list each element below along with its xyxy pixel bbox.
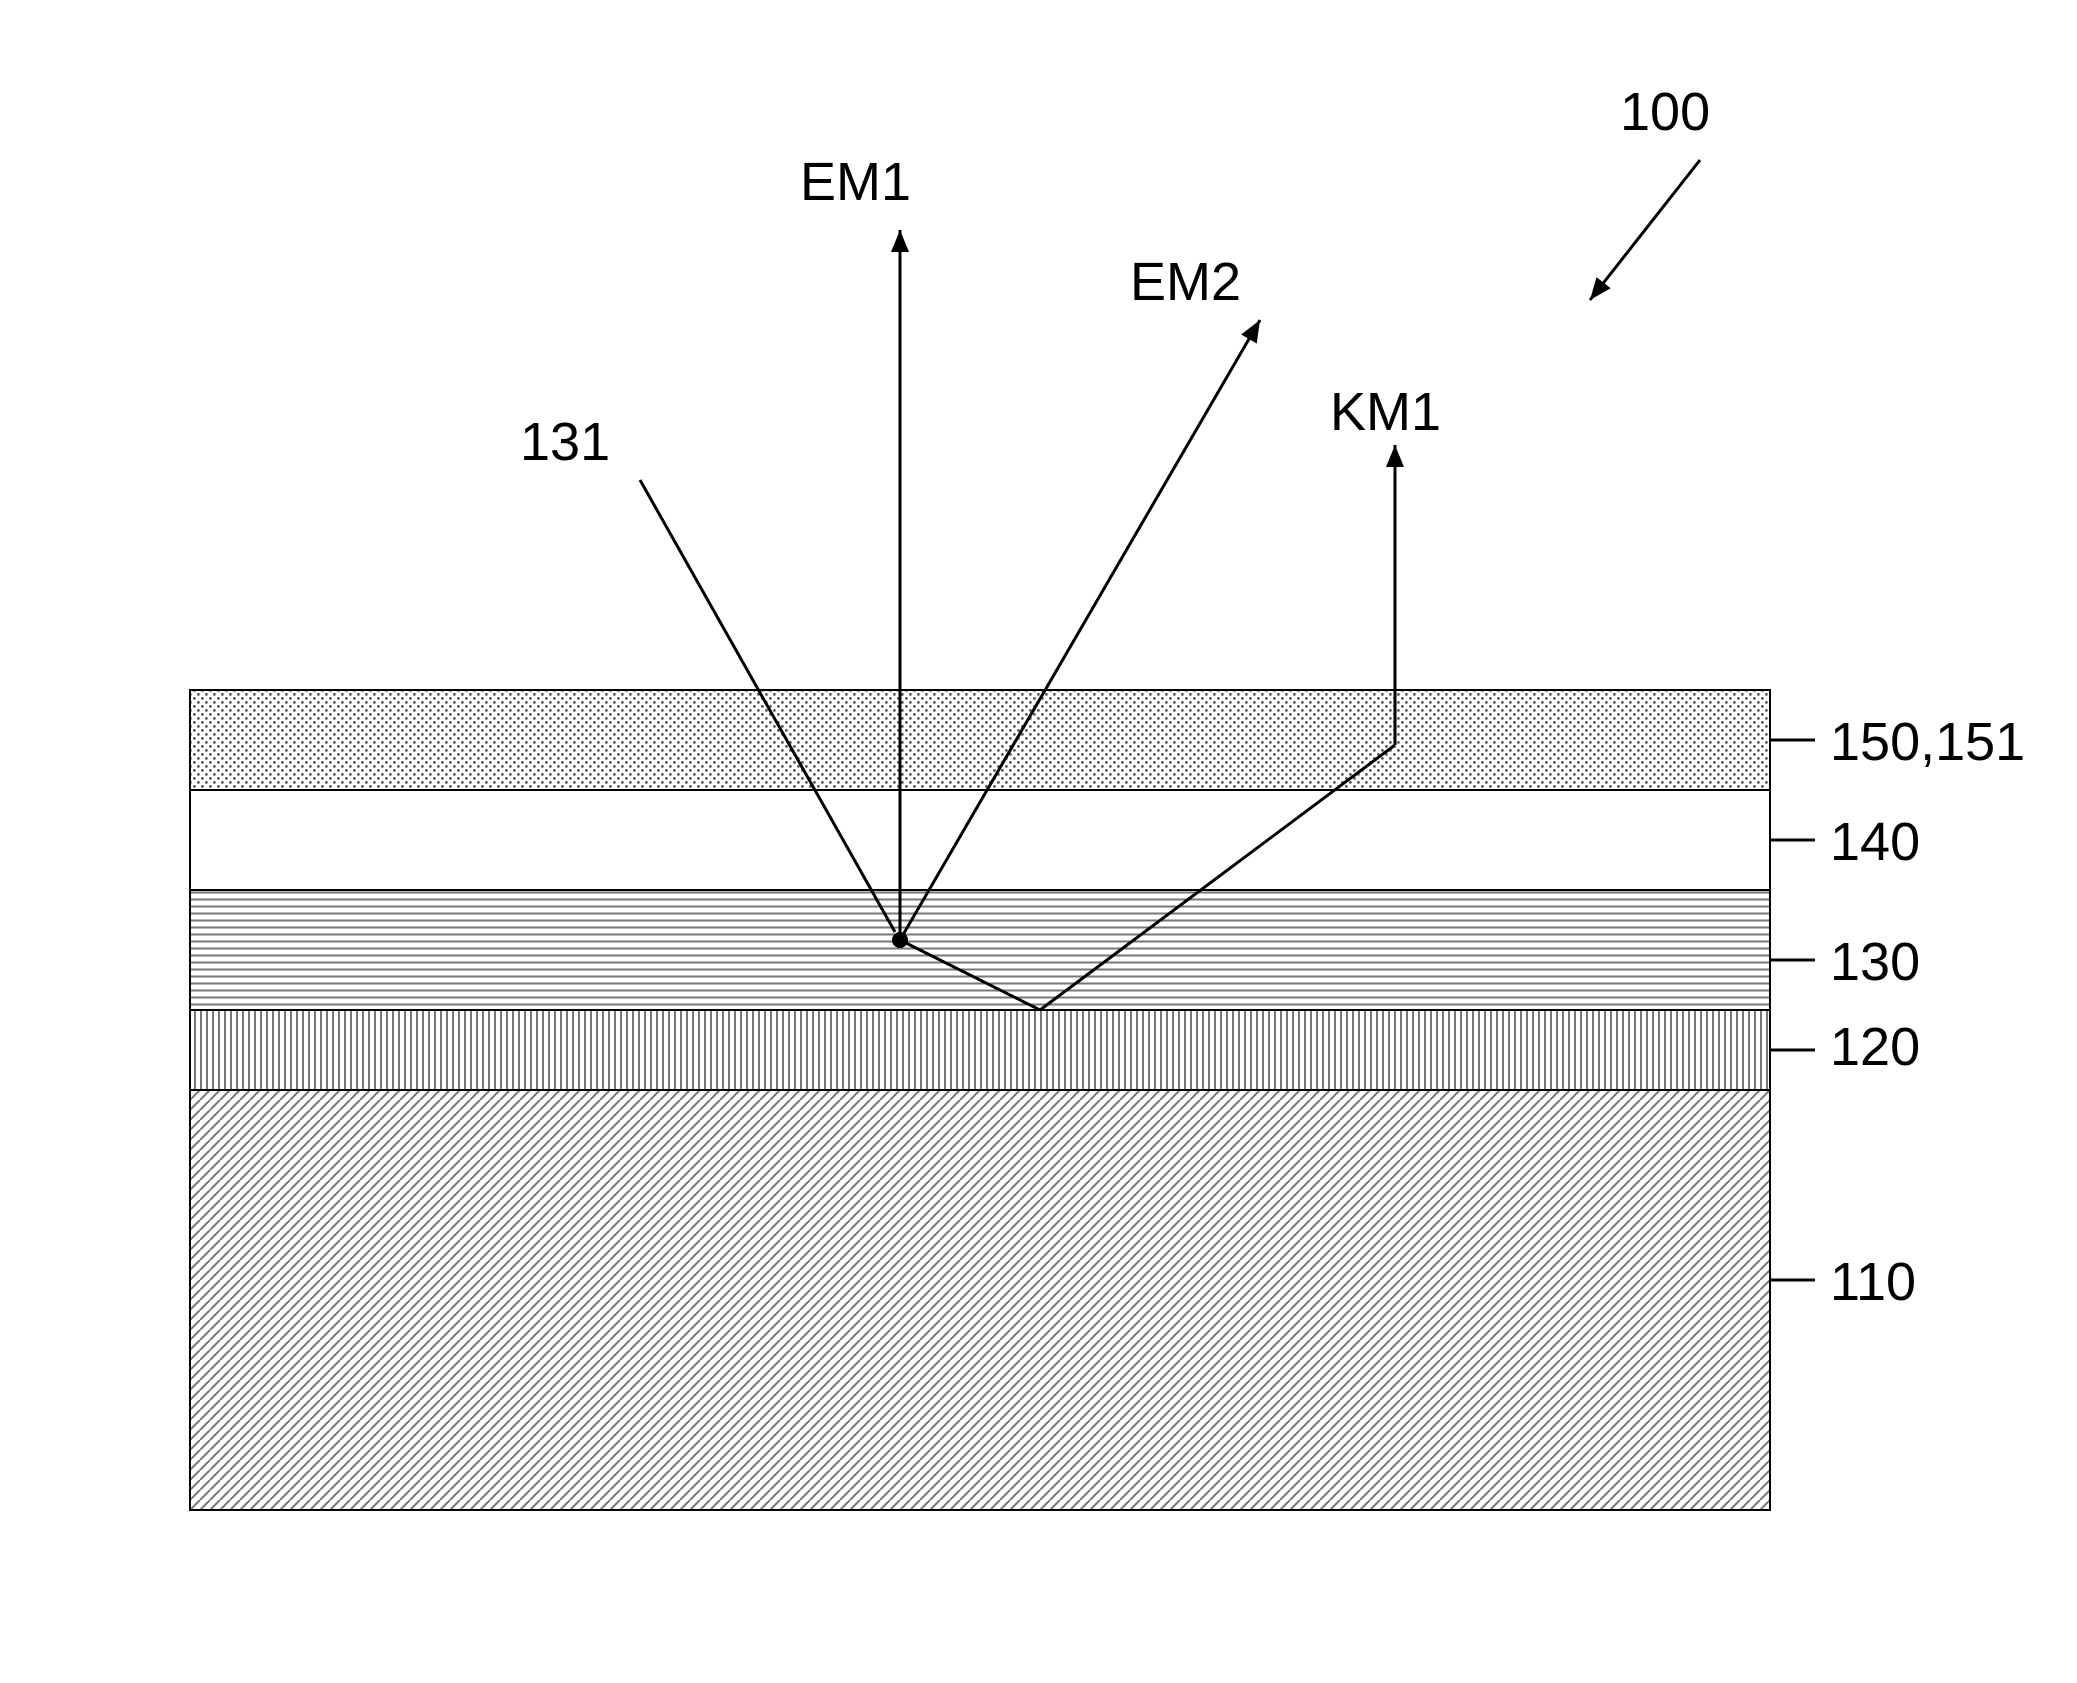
figure-ref-leader (1590, 160, 1700, 300)
layer-120 (190, 1010, 1770, 1090)
figure-ref-label: 100 (1620, 82, 1710, 142)
layer-110 (190, 1090, 1770, 1510)
ray-label-EM2: EM2 (1130, 252, 1241, 312)
layer-label-110: 110 (1830, 1252, 1916, 1312)
origin-label: 131 (520, 412, 610, 472)
layer-150 (190, 690, 1770, 790)
ray-EM2-arrow (1241, 320, 1260, 344)
figure-diagram: 150,151 140 130 120 110 100 131 EM1 EM2 KM1 (0, 0, 2077, 1683)
diagram-svg: 150,151 140 130 120 110 100 131 EM1 EM2 KM1 (0, 0, 2077, 1683)
ray-label-EM1: EM1 (800, 152, 911, 212)
ray-KM1-seg2-arrow (1386, 445, 1404, 467)
layer-label-150: 150,151 (1830, 712, 2025, 772)
layer-130 (190, 890, 1770, 1010)
ray-EM1-arrow (891, 230, 909, 252)
layer-label-130: 130 (1830, 932, 1920, 992)
layer-label-120: 120 (1830, 1017, 1920, 1077)
figure-ref-leader-arrow (1590, 277, 1611, 300)
ray-label-KM1: KM1 (1330, 382, 1441, 442)
layer-label-140: 140 (1830, 812, 1920, 872)
